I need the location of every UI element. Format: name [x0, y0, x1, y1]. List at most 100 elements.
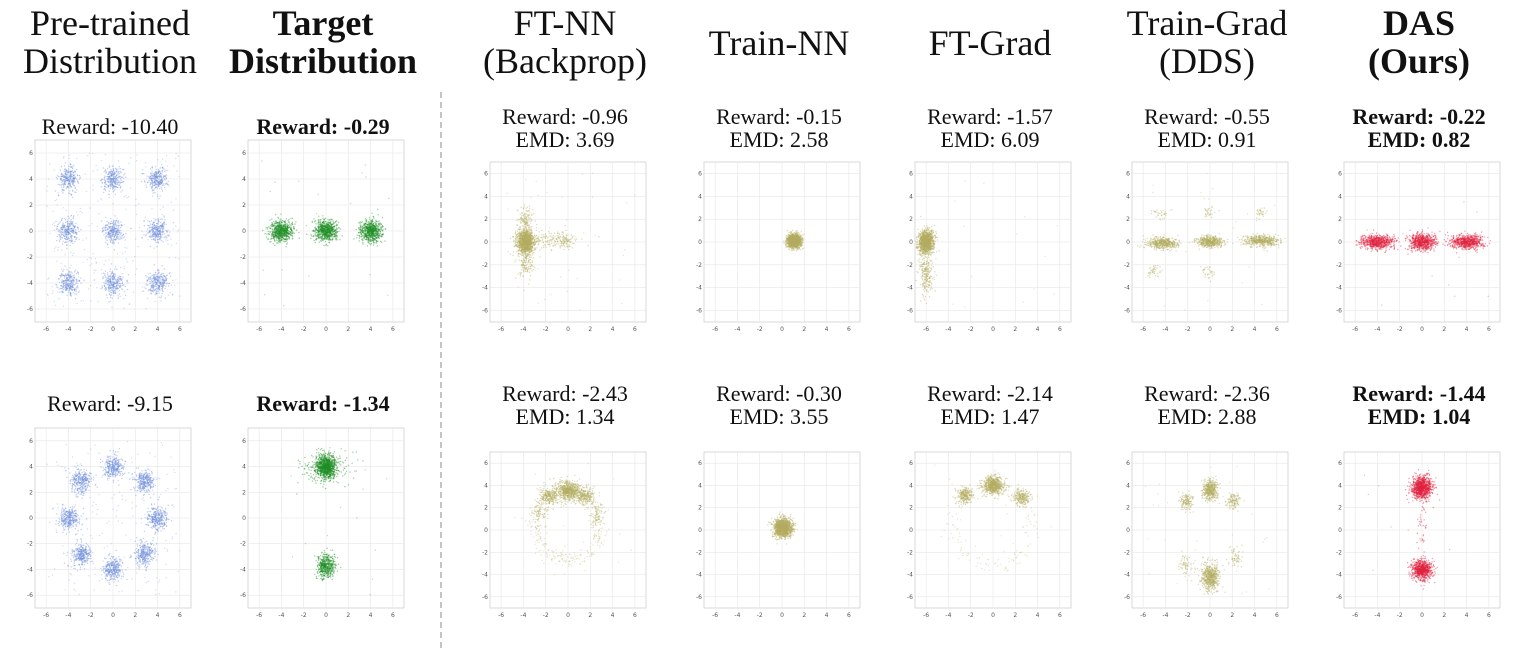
scatter-point — [113, 249, 116, 251]
scatter-point — [113, 282, 116, 284]
scatter-point — [74, 298, 77, 300]
scatter-point — [151, 223, 154, 225]
scatter-point — [55, 220, 57, 223]
scatter-point — [113, 236, 116, 238]
scatter-point — [117, 182, 119, 184]
scatter-point — [69, 157, 71, 159]
scatter-point — [283, 230, 285, 232]
scatter-point — [109, 176, 111, 178]
scatter-point — [61, 287, 64, 289]
scatter-point — [376, 233, 379, 236]
scatter-point — [107, 236, 110, 239]
scatter-point — [69, 177, 71, 180]
scatter-point — [161, 170, 163, 172]
scatter-point — [74, 177, 76, 180]
scatter-point — [164, 219, 166, 221]
scatter-point — [159, 232, 161, 235]
scatter-point — [166, 182, 168, 184]
scatter-point — [113, 222, 115, 224]
scatter-point — [283, 229, 285, 231]
scatter-point — [284, 226, 286, 229]
scatter-point — [123, 177, 125, 179]
scatter-point — [118, 293, 121, 295]
scatter-point — [114, 223, 116, 225]
scatter-point — [54, 199, 56, 202]
scatter-point — [156, 276, 158, 278]
scatter-point — [117, 181, 120, 184]
scatter-point — [65, 179, 68, 182]
scatter-point — [281, 232, 284, 234]
scatter-point — [152, 229, 155, 232]
scatter-point — [363, 227, 365, 229]
scatter-point — [283, 231, 286, 234]
scatter-point — [149, 181, 151, 184]
scatter-point — [163, 184, 165, 187]
scatter-point — [153, 275, 155, 278]
scatter-point — [112, 239, 115, 241]
scatter-point — [289, 228, 291, 230]
scatter-point — [283, 229, 286, 231]
scatter-point — [143, 173, 145, 175]
scatter-point — [115, 237, 118, 240]
scatter-point — [280, 213, 282, 215]
scatter-point — [153, 222, 155, 224]
scatter-point — [156, 225, 158, 227]
scatter-point — [62, 286, 64, 288]
scatter-point — [119, 276, 122, 278]
scatter-point — [110, 231, 112, 234]
scatter-point — [74, 225, 76, 227]
scatter-point — [153, 175, 155, 178]
scatter-point — [59, 178, 62, 181]
scatter-point — [275, 235, 277, 238]
scatter-point — [153, 221, 156, 223]
scatter-point — [159, 195, 161, 197]
scatter-point — [111, 272, 114, 274]
scatter-point — [318, 224, 320, 227]
scatter-point — [71, 227, 73, 229]
scatter-point — [100, 268, 103, 271]
scatter-point — [162, 222, 165, 225]
scatter-point — [152, 227, 154, 229]
scatter-point — [149, 223, 151, 225]
scatter-point — [74, 181, 76, 183]
scatter-point — [118, 230, 120, 233]
scatter-point — [275, 227, 277, 229]
scatter-point — [151, 284, 153, 286]
scatter-point — [152, 234, 155, 237]
scatter-point — [281, 228, 283, 230]
scatter-point — [279, 224, 282, 226]
scatter-point — [112, 185, 114, 187]
scatter-point — [380, 240, 382, 243]
scatter-point — [110, 239, 112, 242]
scatter-point — [69, 233, 71, 235]
scatter-point — [151, 290, 153, 292]
scatter-point — [272, 228, 274, 230]
scatter-point — [71, 279, 74, 282]
scatter-point — [153, 239, 155, 241]
scatter-point — [276, 232, 279, 234]
scatter-point — [67, 273, 69, 275]
scatter-point — [163, 170, 166, 173]
scatter-point — [160, 274, 163, 276]
scatter-point — [70, 163, 72, 166]
scatter-point — [70, 280, 73, 282]
scatter-point — [135, 160, 138, 162]
scatter-point — [324, 240, 327, 243]
scatter-point — [148, 180, 150, 182]
scatter-point — [70, 228, 72, 230]
scatter-point — [105, 186, 107, 188]
scatter-point — [103, 226, 105, 229]
scatter-point — [274, 223, 277, 225]
scatter-point — [71, 179, 74, 182]
scatter-point — [334, 233, 336, 235]
scatter-point — [152, 289, 154, 291]
scatter-point — [72, 183, 74, 185]
scatter-point — [284, 233, 286, 235]
scatter-point — [277, 230, 279, 232]
scatter-point — [56, 227, 58, 229]
scatter-point — [68, 289, 71, 291]
scatter-point — [158, 288, 161, 291]
scatter-point — [64, 175, 66, 178]
scatter-point — [126, 247, 128, 249]
scatter-point — [154, 289, 156, 291]
